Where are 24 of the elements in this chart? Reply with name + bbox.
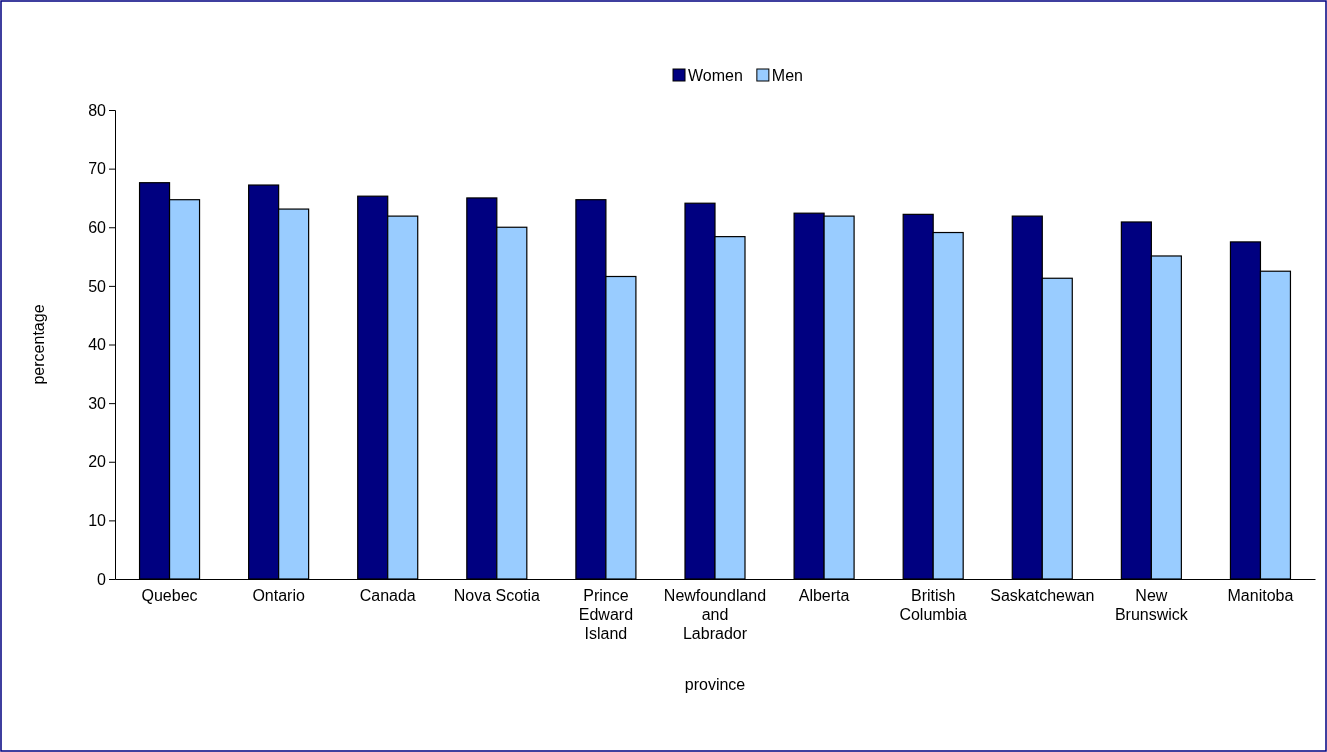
x-tick-label: Prince Edward Island xyxy=(578,587,634,642)
y-tick-label: 30 xyxy=(88,394,107,412)
x-tick-label: Newfoundland and Labrador xyxy=(663,587,767,642)
x-tick-label: Manitoba xyxy=(1227,587,1294,604)
y-tick-label: 70 xyxy=(88,160,107,178)
x-tick-label: Nova Scotia xyxy=(453,587,541,604)
y-tick-label: 0 xyxy=(97,570,107,588)
x-tick-label: Canada xyxy=(359,587,416,604)
x-tick-label: Quebec xyxy=(141,587,198,604)
y-tick-label: 10 xyxy=(88,511,107,529)
x-tick-label: Alberta xyxy=(798,587,850,604)
y-tick-label: 50 xyxy=(88,277,107,295)
y-tick-label: 40 xyxy=(88,336,107,354)
y-axis-title: percentage xyxy=(30,304,47,385)
x-tick-label: New Brunswick xyxy=(1114,587,1189,623)
y-tick-label: 60 xyxy=(88,218,107,236)
x-tick-label: Saskatchewan xyxy=(990,587,1095,604)
legend-label: Women xyxy=(688,67,743,84)
legend-label: Men xyxy=(771,67,803,84)
y-tick-label: 20 xyxy=(88,453,107,471)
x-tick-label: Ontario xyxy=(252,587,305,604)
x-axis-title: province xyxy=(684,676,746,693)
x-tick-label: British Columbia xyxy=(899,587,968,623)
y-tick-label: 80 xyxy=(88,101,107,119)
